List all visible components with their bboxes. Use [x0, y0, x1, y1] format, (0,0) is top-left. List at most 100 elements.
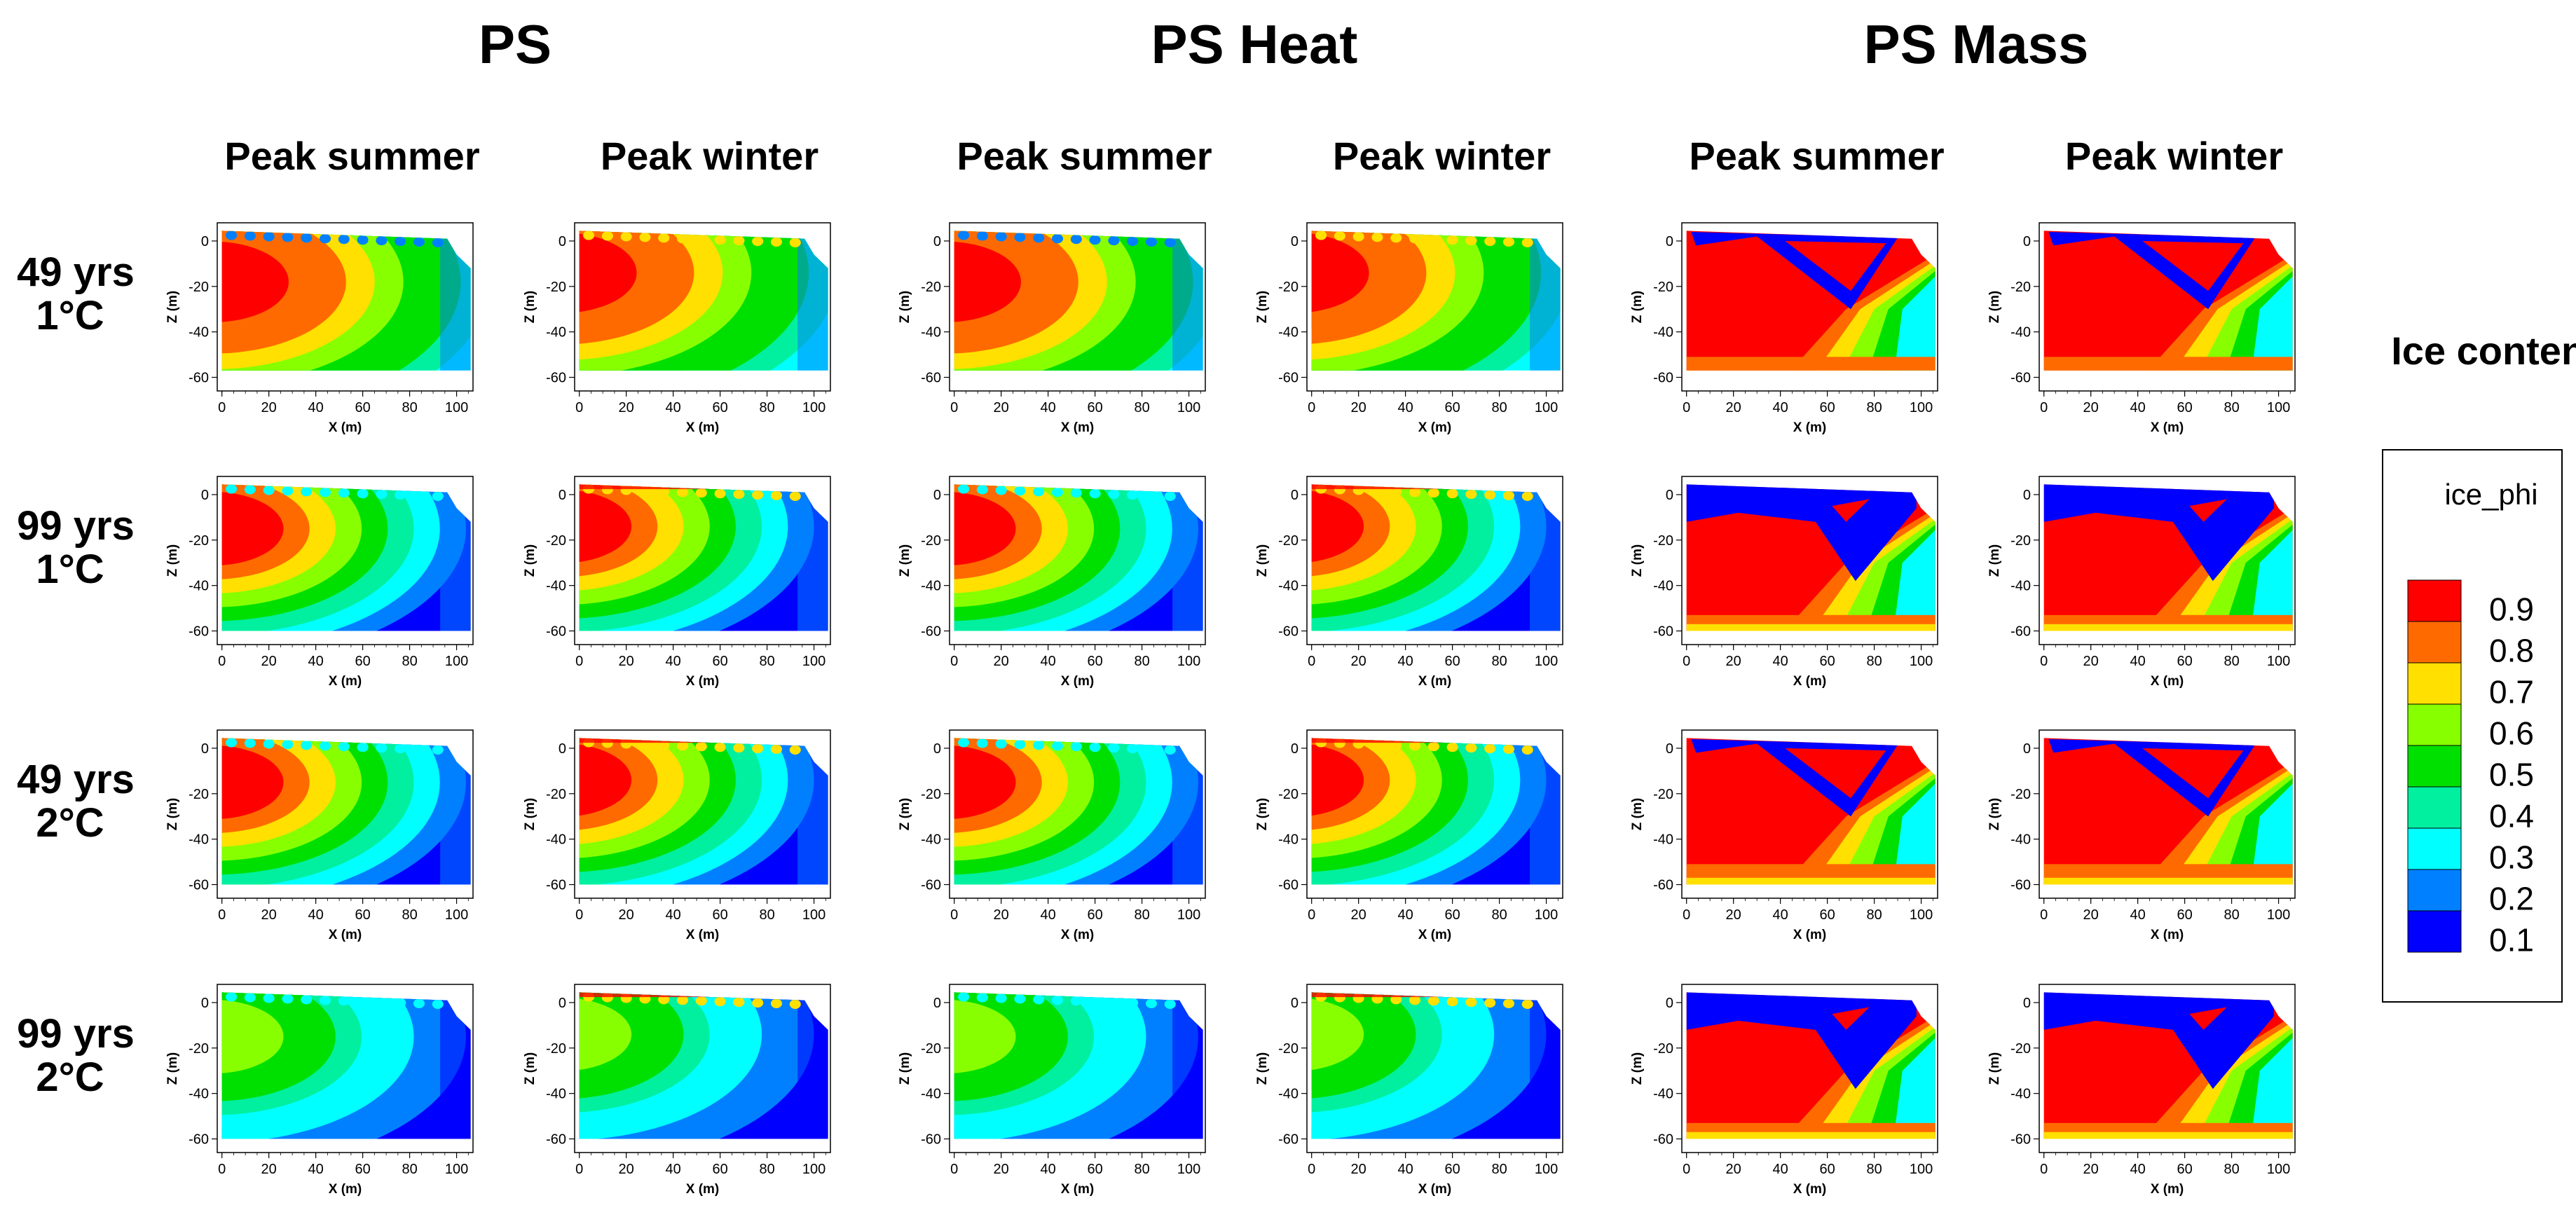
x-tick-label: 40 [1398, 1162, 1413, 1177]
y-axis-title: Z (m) [165, 291, 180, 323]
surface-cell [770, 490, 783, 501]
x-tick-label: 100 [1910, 907, 1933, 923]
y-axis-title: Z (m) [1255, 1052, 1270, 1085]
x-tick-label: 100 [1177, 654, 1200, 669]
surface-cell [338, 741, 350, 752]
axis-ticks: 0 20 40 60 80 100 0 -20 -40 -60 [1278, 741, 1558, 923]
x-tick-label: 80 [2224, 907, 2239, 923]
surface-cell [770, 998, 783, 1009]
y-tick-label: -60 [189, 371, 209, 386]
x-tick-label: 0 [950, 400, 958, 415]
ice-contour [221, 745, 284, 820]
y-tick-label: -40 [1278, 579, 1299, 594]
y-tick-label: -40 [921, 832, 941, 848]
surface-cell [789, 238, 801, 247]
surface-cell [1521, 745, 1533, 755]
x-tick-label: 60 [1444, 400, 1460, 415]
y-tick-label: -20 [1653, 533, 1673, 549]
surface-cell [995, 993, 1007, 1003]
row-label-temperature: 1°C [36, 293, 104, 338]
x-axis-title: X (m) [1061, 674, 1095, 689]
surface-cell [1052, 233, 1064, 244]
surface-band [1315, 231, 1533, 247]
x-tick-label: 80 [1134, 654, 1149, 669]
x-tick-label: 20 [2083, 654, 2099, 669]
surface-cell [733, 489, 745, 500]
contour-panel: 0 20 40 60 80 100 0 -20 -40 -60 X (m) Z (m) [1987, 222, 2296, 435]
y-tick-label: -20 [1653, 787, 1673, 802]
y-tick-label: -40 [2010, 1087, 2031, 1102]
surface-cell [1089, 235, 1101, 245]
axis-ticks: 0 20 40 60 80 100 0 -20 -40 -60 [1653, 996, 1933, 1177]
y-tick-label: -60 [921, 624, 941, 640]
y-axis-title: Z (m) [523, 1052, 537, 1085]
x-axis-title: X (m) [1793, 674, 1827, 689]
surface-band [226, 992, 444, 1009]
ice-lens [1785, 748, 1886, 799]
surface-cell [1127, 998, 1139, 1008]
x-tick-label: 40 [1041, 1162, 1056, 1177]
x-tick-label: 100 [1177, 1162, 1200, 1177]
surface-cell [1390, 994, 1402, 1005]
ice-contour [579, 489, 632, 563]
ice-field [1311, 738, 1561, 885]
surface-cell [357, 742, 369, 752]
surface-cell [976, 485, 988, 495]
x-axis-title: X (m) [1418, 1182, 1452, 1197]
x-tick-label: 0 [2040, 654, 2048, 669]
surface-cell [1427, 234, 1439, 245]
surface-cell [658, 486, 670, 497]
surface-cell [1108, 997, 1120, 1008]
surface-cell [1484, 490, 1496, 500]
surface-band [226, 484, 444, 501]
surface-cell [1484, 998, 1496, 1008]
x-tick-label: 0 [575, 1162, 583, 1177]
x-tick-label: 60 [355, 907, 370, 923]
ice-contour [579, 232, 637, 314]
surface-cell [1052, 487, 1064, 497]
surface-cell [1014, 232, 1026, 242]
surface-cell [958, 738, 970, 748]
x-tick-label: 0 [1683, 400, 1690, 415]
x-tick-label: 0 [575, 654, 583, 669]
surface-cell [376, 235, 388, 246]
ice-field [1686, 231, 1936, 371]
surface-cell [752, 743, 764, 754]
surface-cell [1164, 491, 1176, 501]
ice-lens [2142, 748, 2244, 799]
surface-cell [1465, 235, 1477, 246]
contour-panel: 0 20 40 60 80 100 0 -20 -40 -60 X (m) Z (m) [165, 222, 474, 435]
contour-panel: 0 20 40 60 80 100 0 -20 -40 -60 X (m) Z (m) [165, 476, 474, 689]
axis-ticks: 0 20 40 60 80 100 0 -20 -40 -60 [1278, 234, 1558, 415]
y-tick-label: 0 [1291, 488, 1299, 503]
x-tick-label: 20 [1726, 654, 1741, 669]
axis-ticks: 0 20 40 60 80 100 0 -20 -40 -60 [1653, 488, 1933, 669]
ice-field [579, 231, 828, 371]
x-axis-title: X (m) [2151, 928, 2184, 942]
ice-field [1686, 738, 1936, 885]
colorbar-swatch [2407, 662, 2462, 705]
surface-cell [1164, 238, 1176, 247]
x-tick-label: 60 [1087, 907, 1102, 923]
x-axis-title: X (m) [2151, 1182, 2184, 1197]
x-tick-label: 100 [1910, 654, 1933, 669]
contour-panel: 0 20 40 60 80 100 0 -20 -40 -60 X (m) Z (m) [898, 984, 1206, 1197]
mass-band [1893, 1038, 1936, 1139]
surface-cell [1070, 996, 1082, 1006]
x-tick-label: 0 [218, 907, 226, 923]
ice-field [579, 738, 828, 885]
ice-contour [221, 241, 289, 322]
x-tick-label: 100 [1910, 400, 1933, 415]
x-tick-label: 0 [950, 907, 958, 923]
surface-cell [301, 486, 313, 497]
group-title-ps-mass: PS Mass [1864, 13, 2089, 75]
surface-cell [282, 232, 294, 242]
x-axis-title: X (m) [329, 928, 362, 942]
surface-cell [376, 743, 388, 753]
x-tick-label: 100 [2267, 400, 2290, 415]
y-tick-label: -60 [1278, 878, 1299, 893]
y-axis-title: Z (m) [165, 798, 180, 830]
x-axis-title: X (m) [1793, 1182, 1827, 1197]
y-tick-label: -40 [546, 325, 566, 341]
